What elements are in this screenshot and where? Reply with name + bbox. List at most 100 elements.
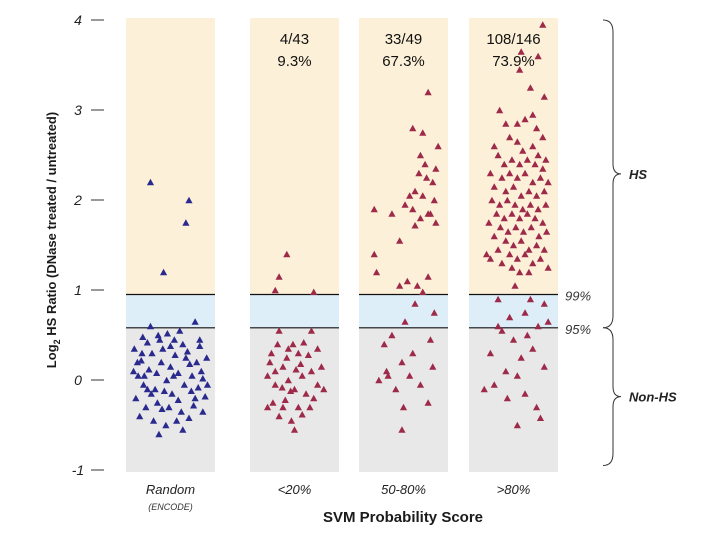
data-point xyxy=(203,381,212,388)
data-point xyxy=(517,237,525,244)
data-point xyxy=(517,48,525,55)
data-point xyxy=(159,345,167,352)
data-point xyxy=(160,387,168,395)
data-point xyxy=(424,273,432,280)
data-point xyxy=(513,255,521,262)
data-point xyxy=(314,345,322,352)
data-point xyxy=(496,201,504,208)
data-point xyxy=(199,408,207,415)
data-point xyxy=(419,192,427,199)
data-point xyxy=(411,221,419,229)
data-point xyxy=(496,223,505,231)
data-point xyxy=(396,237,404,244)
data-point xyxy=(269,399,277,406)
hs-band-2 xyxy=(359,18,448,295)
data-point xyxy=(283,250,291,258)
data-point xyxy=(157,358,165,366)
data-point xyxy=(521,169,529,177)
data-point xyxy=(287,387,295,395)
data-point xyxy=(284,376,292,384)
data-point xyxy=(372,268,381,276)
data-point xyxy=(275,273,283,280)
data-point xyxy=(540,187,548,195)
mid-band-1 xyxy=(250,294,339,328)
data-point xyxy=(494,246,502,253)
x-axis-label: SVM Probability Score xyxy=(323,509,483,526)
data-point xyxy=(511,201,519,208)
data-point xyxy=(525,187,533,195)
data-point xyxy=(516,268,524,276)
hs-brackets: HS Non-HS xyxy=(602,19,677,466)
data-point xyxy=(173,417,181,424)
data-point xyxy=(534,205,542,213)
data-point xyxy=(413,282,421,289)
data-point xyxy=(147,390,155,397)
percent-label: 73.9% xyxy=(492,53,535,70)
data-point xyxy=(416,151,425,159)
hs-band-0 xyxy=(126,18,215,295)
data-point xyxy=(139,381,148,388)
data-point xyxy=(191,318,199,325)
data-point xyxy=(416,381,425,388)
data-point xyxy=(292,365,300,373)
data-point xyxy=(307,327,316,334)
data-point xyxy=(533,241,541,249)
data-point xyxy=(498,259,506,267)
data-point xyxy=(191,394,199,402)
data-point xyxy=(494,295,502,303)
data-point xyxy=(278,383,286,391)
nonhs-band-1 xyxy=(250,327,339,472)
data-point xyxy=(186,360,194,368)
data-point xyxy=(271,367,279,375)
data-point xyxy=(525,246,533,253)
threshold-label: 95% xyxy=(565,322,591,337)
data-point xyxy=(525,268,533,276)
data-point xyxy=(153,369,161,377)
data-point xyxy=(279,403,287,411)
y-tick-label: 4 xyxy=(74,12,82,28)
data-point xyxy=(185,196,193,204)
hs-band-1 xyxy=(250,18,339,295)
data-point xyxy=(166,363,175,370)
data-point xyxy=(302,390,310,397)
data-point xyxy=(196,336,204,343)
data-point xyxy=(185,414,193,422)
y-axis-label-subscript: 2 xyxy=(52,339,62,344)
data-point xyxy=(142,403,150,411)
data-point xyxy=(480,385,488,393)
mid-band-3 xyxy=(469,294,558,328)
data-point xyxy=(429,363,437,370)
data-point xyxy=(158,405,166,413)
data-point xyxy=(516,214,524,222)
data-point xyxy=(513,174,521,181)
data-point xyxy=(162,421,170,429)
data-point xyxy=(388,331,396,339)
data-point xyxy=(143,338,151,346)
data-point xyxy=(398,358,406,366)
data-point xyxy=(267,349,275,357)
data-point xyxy=(542,156,550,163)
data-point xyxy=(536,255,545,262)
y-tick-label: 0 xyxy=(74,372,82,388)
data-point xyxy=(370,205,378,213)
data-point xyxy=(176,327,184,334)
data-point xyxy=(536,174,545,181)
data-point xyxy=(300,338,308,346)
count-label: 108/146 xyxy=(486,31,540,48)
data-point xyxy=(535,232,543,240)
data-point xyxy=(488,196,496,204)
data-point xyxy=(521,309,529,316)
data-point xyxy=(500,214,508,222)
data-point xyxy=(187,387,195,395)
mid-band-0 xyxy=(126,294,215,328)
data-point xyxy=(317,363,326,370)
data-point xyxy=(508,264,516,271)
data-point xyxy=(169,372,178,379)
data-point xyxy=(543,228,551,235)
data-point xyxy=(411,300,419,307)
data-point xyxy=(504,228,512,235)
y-tick-label: 3 xyxy=(74,102,82,118)
data-point xyxy=(320,385,328,393)
data-point xyxy=(159,268,168,276)
data-point xyxy=(281,396,289,404)
